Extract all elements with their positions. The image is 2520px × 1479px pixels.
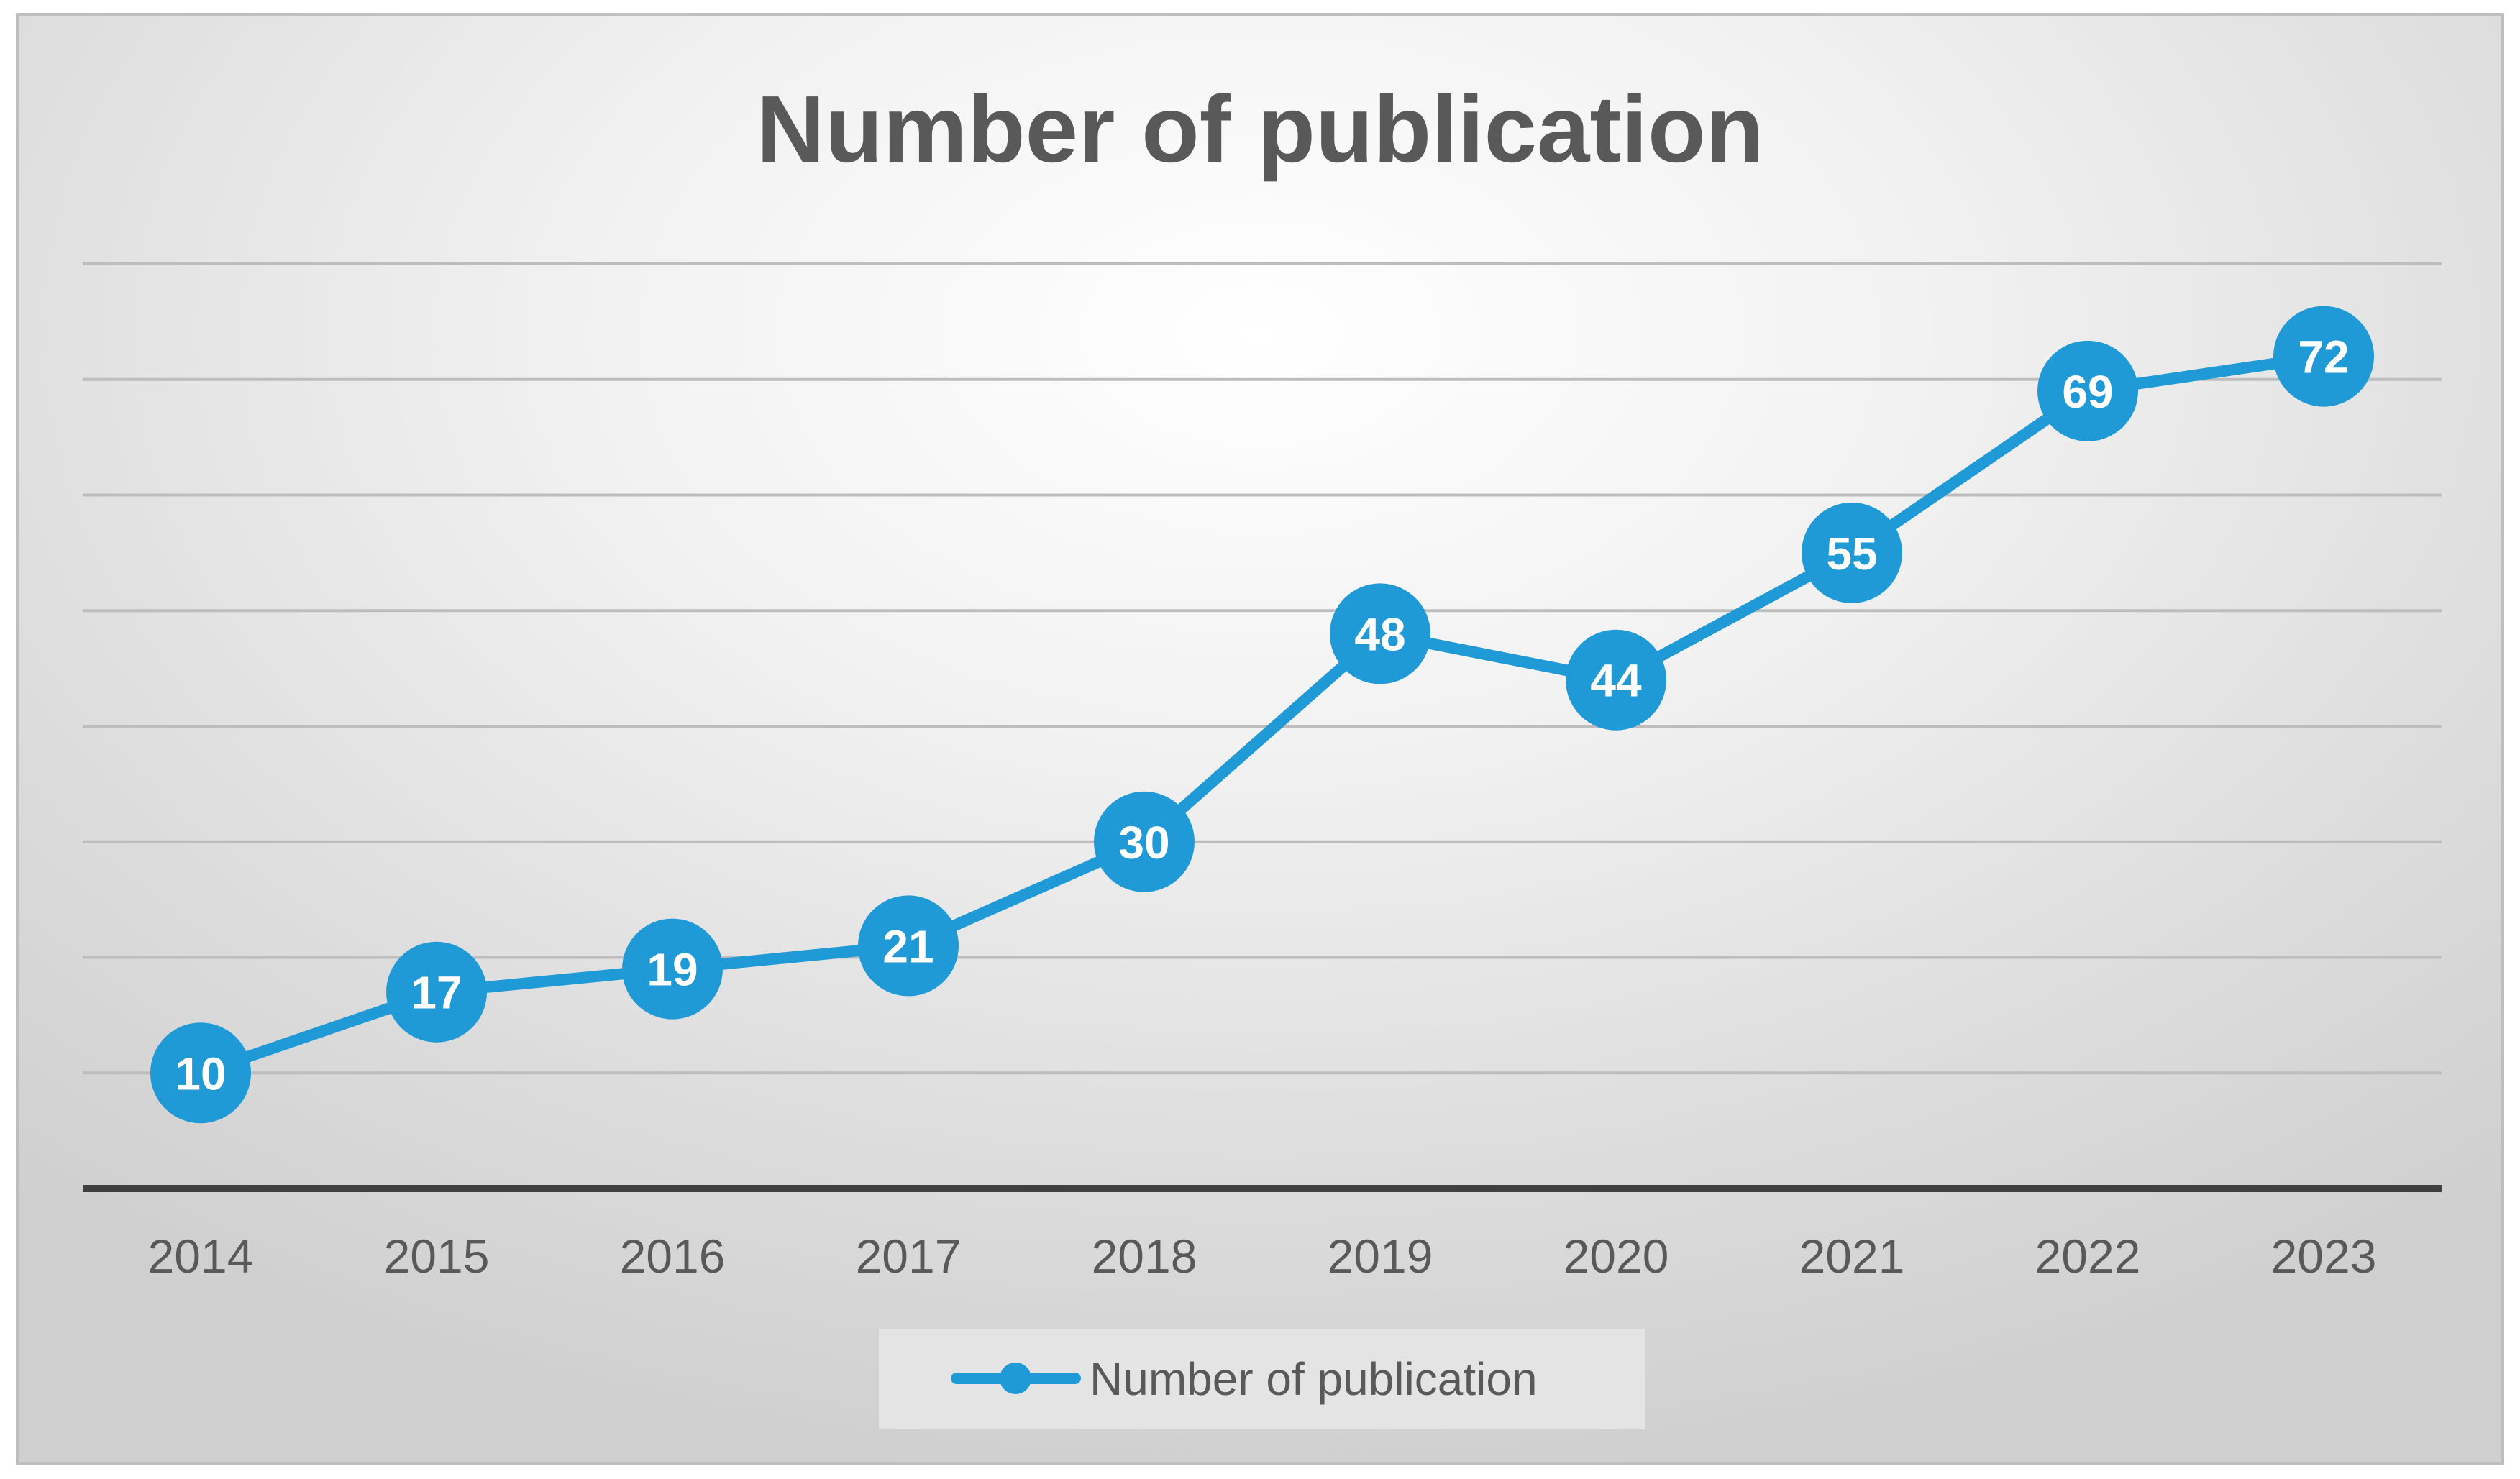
- x-tick-label-2023: 2023: [2271, 1230, 2377, 1283]
- series-line-0: [195, 350, 2329, 1079]
- data-point-2023: [2273, 306, 2374, 407]
- x-tick-labels: 2014 2015 2016 2017 2018 2019 2020 2021 2022 2023: [148, 1230, 2377, 1283]
- data-point-2014: [150, 1022, 251, 1124]
- x-tick-label-2022: 2022: [2035, 1230, 2141, 1283]
- legend: Number of publication: [879, 1329, 1645, 1429]
- data-label-2018: 30: [1118, 817, 1169, 869]
- x-tick-label-2015: 2015: [384, 1230, 490, 1283]
- data-label-2020: 44: [1590, 655, 1642, 707]
- series-line-layer: [195, 350, 2329, 1079]
- x-tick-label-2017: 2017: [856, 1230, 962, 1283]
- data-label-2019: 48: [1354, 608, 1405, 660]
- data-point-2017: [858, 895, 959, 997]
- data-label-2023: 72: [2298, 331, 2349, 383]
- legend-marker-swatch: [1000, 1363, 1031, 1394]
- x-tick-label-2014: 2014: [148, 1230, 254, 1283]
- data-point-2019: [1330, 583, 1430, 684]
- x-tick-label-2020: 2020: [1563, 1230, 1669, 1283]
- data-markers: 10 17 19 21 30 48 44 55 69 72: [150, 306, 2374, 1124]
- data-label-2016: 19: [647, 944, 698, 996]
- data-point-2020: [1566, 629, 1666, 731]
- x-tick-label-2016: 2016: [620, 1230, 726, 1283]
- x-tick-label-2018: 2018: [1092, 1230, 1197, 1283]
- data-point-2015: [386, 941, 487, 1043]
- legend-label: Number of publication: [1090, 1353, 1538, 1405]
- data-label-2017: 21: [882, 920, 933, 972]
- data-label-2014: 10: [175, 1048, 226, 1099]
- data-point-2021: [1802, 502, 1902, 603]
- data-point-2018: [1094, 791, 1195, 892]
- data-label-2022: 69: [2062, 366, 2113, 418]
- x-tick-label-2021: 2021: [1799, 1230, 1905, 1283]
- x-tick-label-2019: 2019: [1328, 1230, 1433, 1283]
- data-label-2015: 17: [411, 967, 462, 1019]
- data-point-2016: [622, 918, 723, 1020]
- chart-title: Number of publication: [757, 76, 1764, 182]
- data-label-2021: 55: [1826, 528, 1877, 580]
- data-point-2022: [2037, 340, 2138, 441]
